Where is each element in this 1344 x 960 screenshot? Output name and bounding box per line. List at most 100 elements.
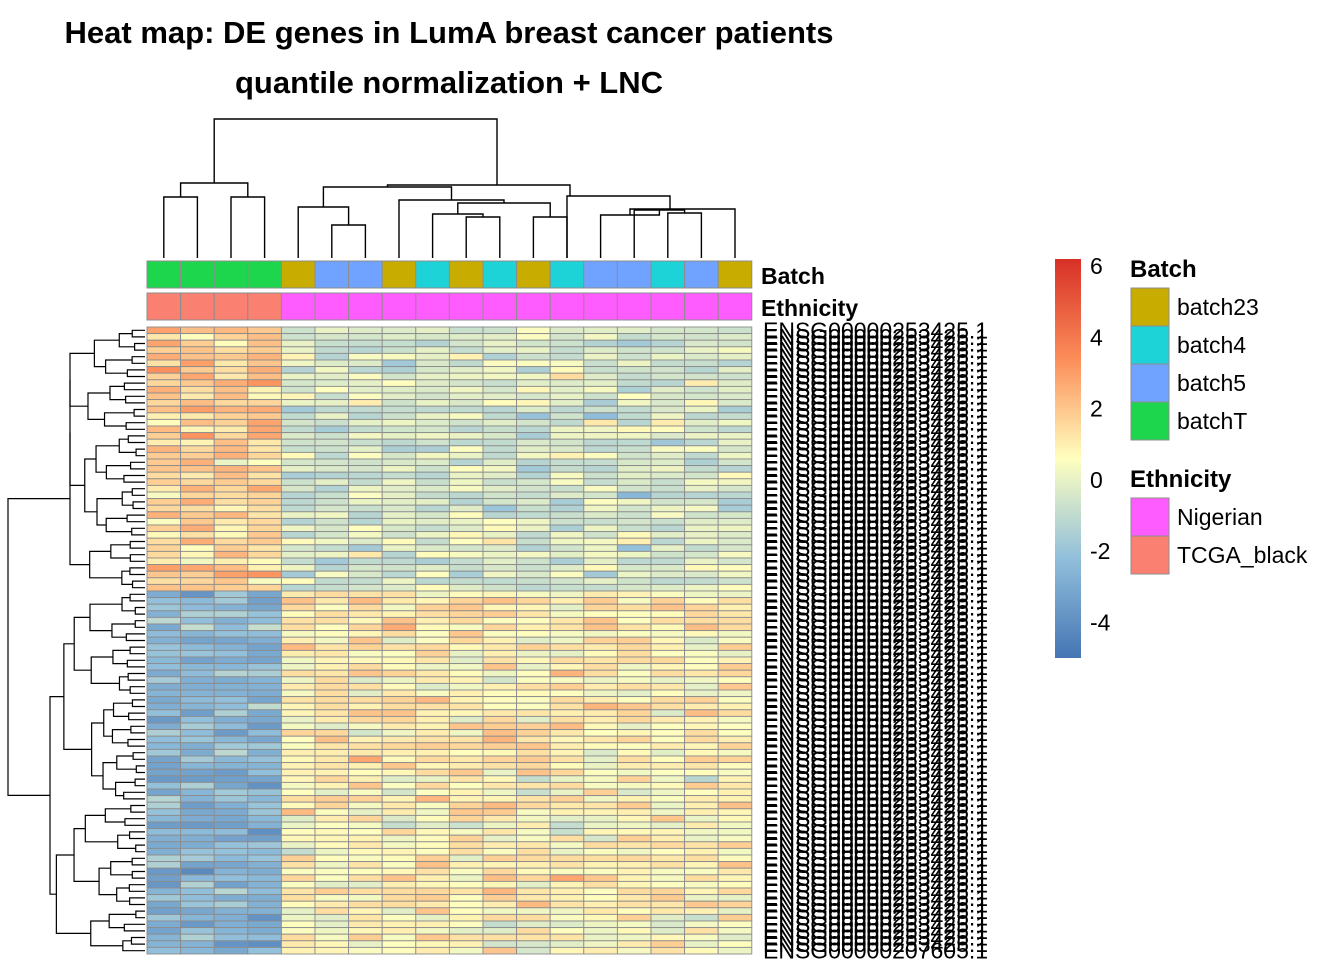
heatmap-cell [180,729,215,737]
heatmap-cell [348,517,383,526]
heatmap-cell [684,346,719,354]
heatmap-cell [516,531,551,539]
heatmap-cell [314,458,350,467]
heatmap-cell [415,927,450,935]
heatmap-cell [381,498,417,506]
heatmap-cell [482,880,518,889]
heatmap-cell [213,663,249,671]
heatmap-cell [516,722,551,731]
row-label: ENSG00000253425.1 [763,463,988,489]
heatmap-cell [516,676,551,684]
ethnicity-annotation-cell [482,292,518,321]
heatmap-cell [415,854,450,863]
heatmap-cell [247,491,282,500]
heatmap-cell [415,610,450,618]
heatmap-cell [180,636,215,645]
heatmap-cell [415,557,450,566]
heatmap-cell [583,630,618,638]
heatmap-cell [549,478,585,486]
heatmap-cell [146,755,182,764]
heatmap-cell [247,801,282,810]
heatmap-cell [180,775,215,783]
legend-batch-swatch [1130,325,1170,365]
heatmap-cell [516,755,551,764]
heatmap-cell [516,445,551,453]
heatmap-cell [415,841,450,849]
heatmap-cell [381,880,417,889]
heatmap-cell [146,913,182,922]
legend-batch-label: batch4 [1177,332,1246,358]
heatmap-cell [381,610,417,618]
heatmap-cell [650,326,686,335]
heatmap-cell [516,517,551,526]
heatmap-cell [482,531,518,539]
heatmap-cell [717,715,753,724]
heatmap-cell [180,900,215,909]
heatmap-cell [415,346,450,354]
heatmap-cell [684,900,719,909]
batch-annotation-cell [213,260,249,289]
heatmap-cell [650,748,686,757]
heatmap-cell [448,557,484,566]
heatmap-cell [247,814,282,823]
heatmap-cell [280,432,316,440]
row-dendrogram-branch [126,659,145,668]
heatmap-cell [549,841,585,849]
heatmap-cell [213,894,249,902]
heatmap-cell [415,781,450,790]
heatmap-cell [650,412,686,420]
heatmap-cell [516,874,551,882]
row-label: ENSG00000253425.1 [763,826,988,852]
heatmap-cell [717,597,753,605]
heatmap-cell [415,907,450,915]
heatmap-cell [381,861,417,869]
heatmap-cell [583,841,618,849]
heatmap-cell [516,847,551,856]
heatmap-cell [247,742,282,750]
heatmap-cell [448,333,484,341]
heatmap-cell [348,894,383,902]
heatmap-cell [146,854,182,863]
row-label: ENSG00000253425.1 [763,555,988,581]
row-label: ENSG00000253425.1 [763,529,988,555]
heatmap-cell [583,715,618,724]
heatmap-cell [213,795,249,803]
row-dendrogram-branch [131,857,145,866]
heatmap-cell [516,432,551,440]
heatmap-cell [280,735,316,744]
row-label: ENSG00000253425.1 [763,337,988,363]
heatmap-cell [717,478,753,486]
row-dendrogram-branch [105,465,131,480]
row-dendrogram-branch [132,752,145,760]
heatmap-cell [180,438,215,447]
row-label: ENSG00000253425.1 [763,799,988,825]
heatmap-cell [381,484,417,493]
heatmap-cell [650,788,686,797]
heatmap-cell [213,352,249,361]
heatmap-cell [348,762,383,770]
heatmap-cell [482,458,518,467]
heatmap-cell [381,458,417,467]
heatmap-cell [146,781,182,790]
heatmap-cell [549,458,585,467]
heatmap-cell [650,616,686,625]
heatmap-cell [314,438,350,447]
row-label: ENSG00000253425.1 [763,733,988,759]
heatmap-cell [448,775,484,783]
heatmap-cell [482,636,518,645]
heatmap-cell [482,841,518,849]
heatmap-cell [381,709,417,717]
heatmap-cell [314,425,350,434]
heatmap-cell [213,742,249,750]
row-label: ENSG00000253425.1 [763,608,988,634]
heatmap-cell [684,656,719,665]
heatmap-cell [516,788,551,797]
heatmap-cell [516,504,551,513]
heatmap-cell [180,544,215,552]
row-label: ENSG00000253425.1 [763,575,988,601]
heatmap-cell [583,755,618,764]
row-dendrogram-branch [102,762,117,790]
row-label: ENSG00000253425.1 [763,482,988,508]
heatmap-cell [146,445,182,453]
heatmap-cell [213,775,249,783]
